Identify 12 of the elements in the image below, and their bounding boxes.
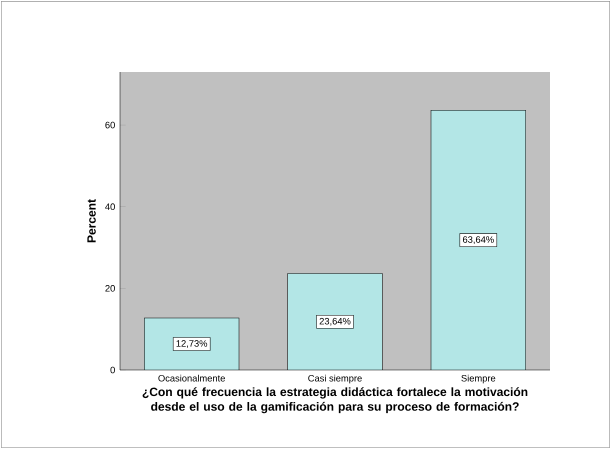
x-axis-title: ¿Con qué frecuencia la estrategia didáctica fortalece la motivación desde el uso de la gamificación para su proceso de formación?	[142, 387, 528, 414]
data-label: 63,64%	[462, 236, 494, 244]
x-tick-label: Siempre	[461, 374, 496, 384]
x-tick-label: Casi siempre	[308, 374, 362, 384]
x-tick-label: Ocasionalmente	[158, 374, 225, 382]
y-axis-title: Percent	[87, 199, 96, 242]
data-label: 23,64%	[320, 318, 350, 326]
data-label: 12,73%	[176, 340, 208, 348]
y-tick-label: 20	[105, 285, 115, 292]
y-tick-label: 0	[110, 366, 115, 374]
y-tick-label: 40	[105, 203, 115, 210]
y-tick-label: 60	[105, 122, 115, 128]
